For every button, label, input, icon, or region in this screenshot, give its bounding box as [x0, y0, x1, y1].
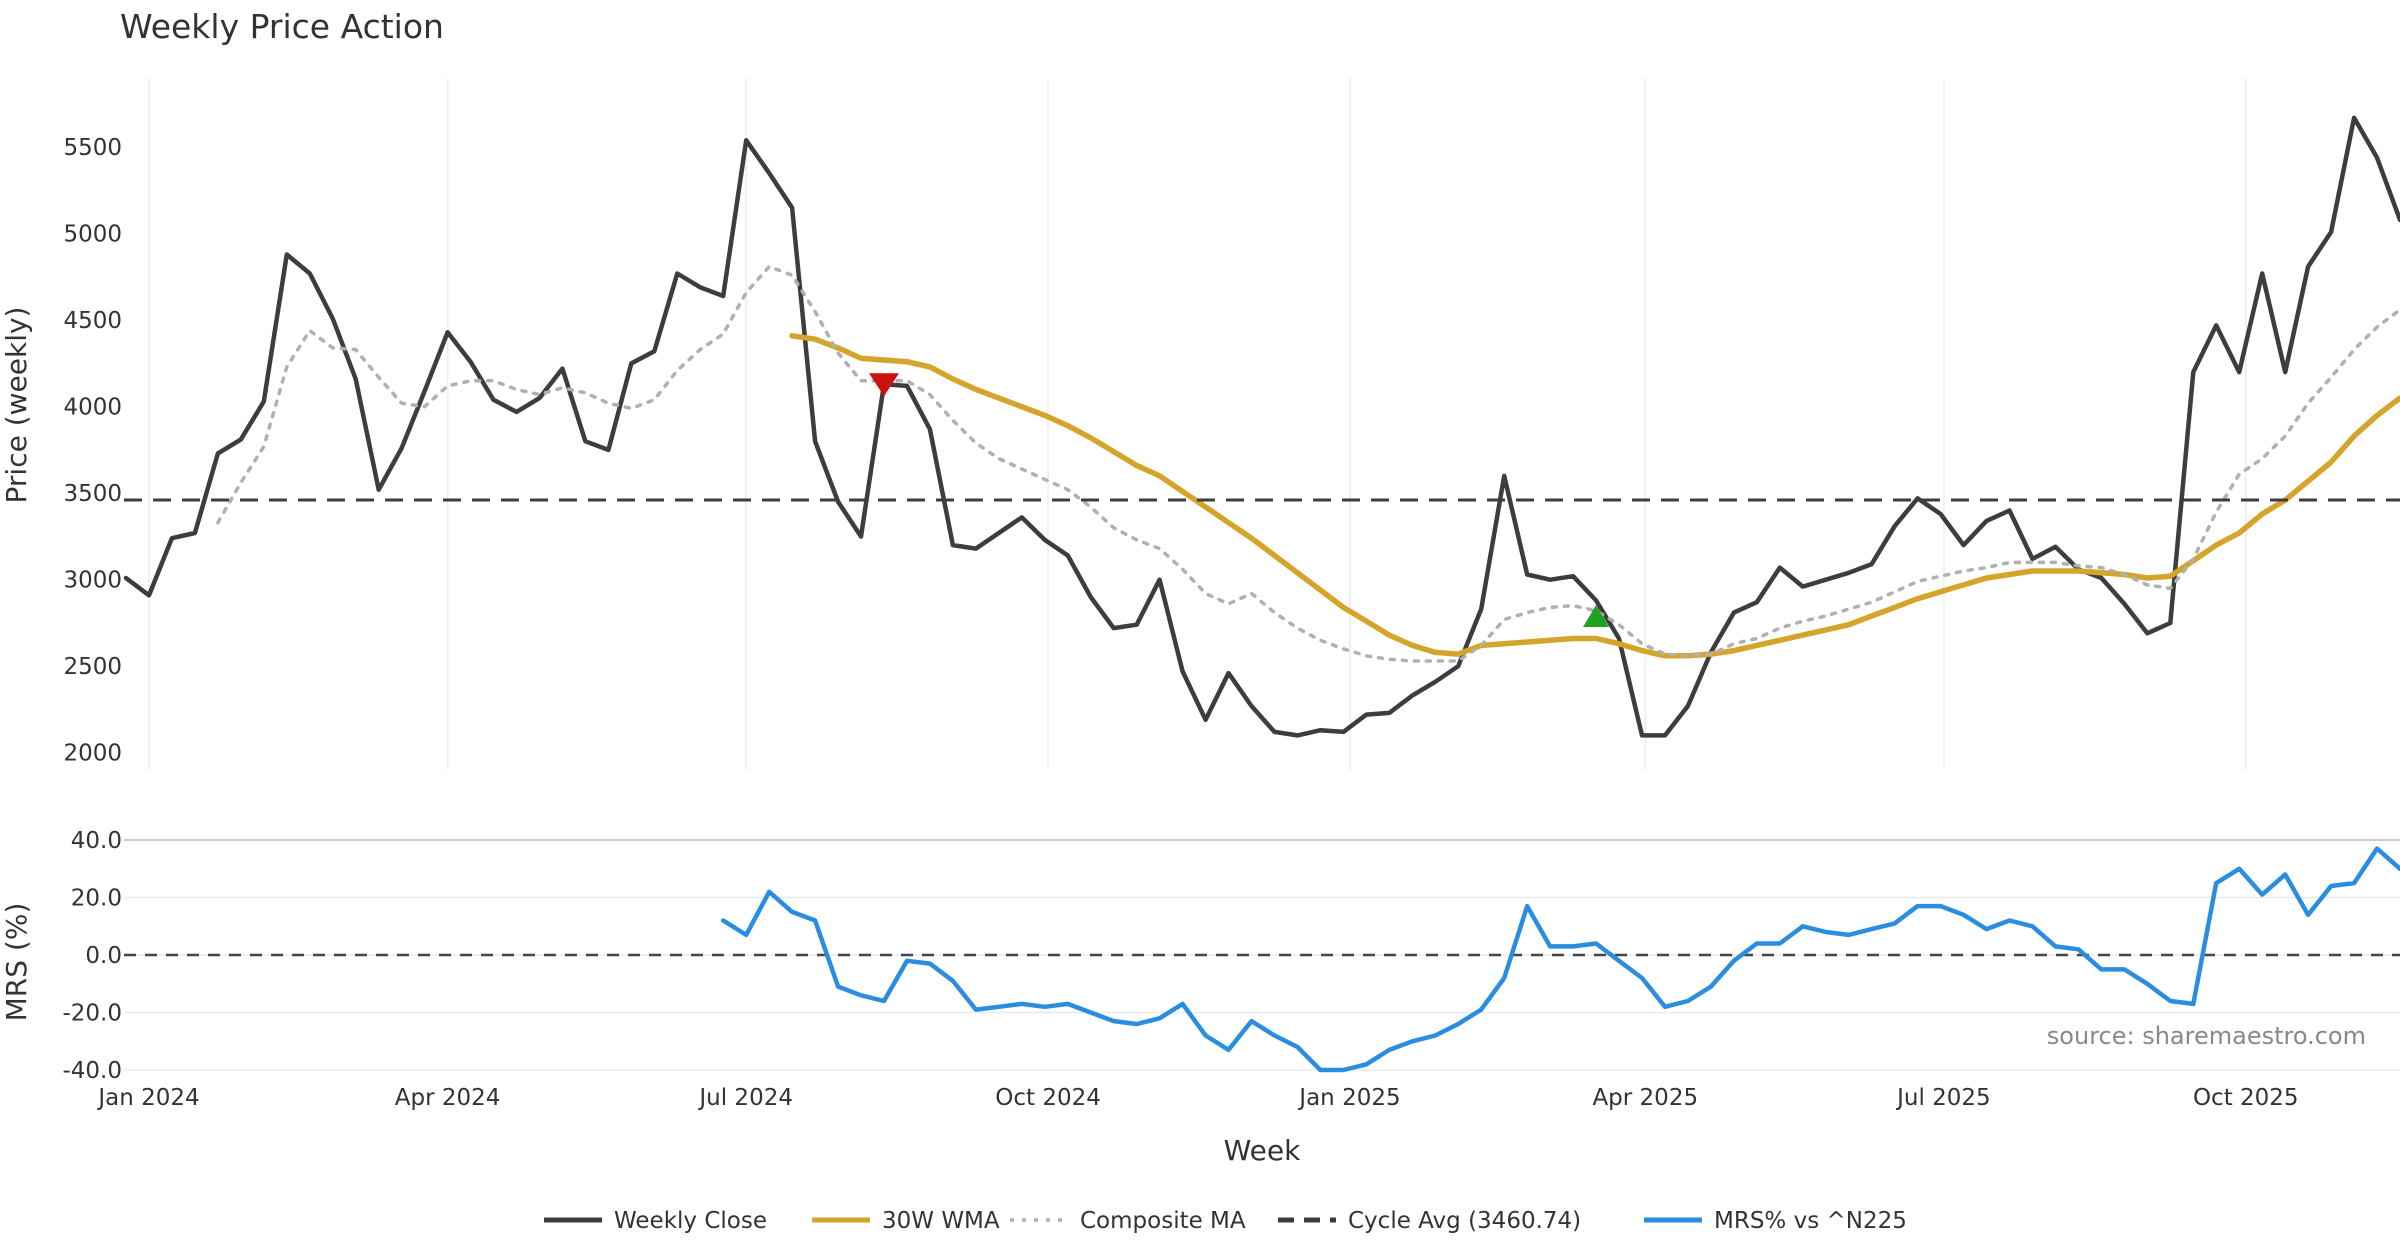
series-mrs-line: [720, 846, 2400, 1073]
x-tick-label: Oct 2024: [995, 1085, 1101, 1111]
x-tick-label: Jul 2025: [1895, 1085, 1991, 1111]
mrs-y-tick-label: -20.0: [62, 1001, 122, 1027]
price-y-tick-label: 3000: [63, 568, 122, 594]
price-y-tick-label: 4000: [63, 395, 122, 421]
source-note: source: sharemaestro.com: [2047, 1022, 2366, 1050]
mrs-grid: [124, 839, 2400, 1071]
price-y-tick-label: 4500: [63, 308, 122, 334]
price-y-tick-label: 5000: [63, 222, 122, 248]
price-y-tick-label: 3500: [63, 481, 122, 507]
x-tick-label: Apr 2024: [395, 1085, 501, 1111]
legend-label: 30W WMA: [882, 1208, 1000, 1234]
price-annotations: [869, 373, 1610, 628]
sell-marker: [869, 373, 899, 397]
mrs-y-tick-label: 20.0: [71, 886, 122, 912]
legend-label: Cycle Avg (3460.74): [1348, 1208, 1581, 1234]
x-tick-label: Jan 2024: [96, 1085, 199, 1111]
series-30w-wma-line: [789, 333, 2400, 659]
series-weekly-close-line: [123, 115, 2400, 738]
price-y-tick-label: 2500: [63, 654, 122, 680]
legend-label: MRS% vs ^N225: [1714, 1208, 1907, 1234]
price-y-tick-label: 5500: [63, 135, 122, 161]
x-tick-label: Jan 2025: [1297, 1085, 1400, 1111]
legend-item: Weekly Close: [544, 1208, 767, 1234]
price-y-tick-label: 2000: [63, 741, 122, 767]
mrs-series: [720, 846, 2400, 1073]
price-grid: [147, 78, 2247, 770]
legend-item: Cycle Avg (3460.74): [1278, 1208, 1581, 1234]
chart-title: Weekly Price Action: [120, 7, 444, 46]
price-y-ticks: 2000 2500 3000 3500 4000 4500 5000 5500: [63, 135, 122, 767]
legend-label: Composite MA: [1080, 1208, 1246, 1234]
price-panel: 2000 2500 3000 3500 4000 4500 5000 5500 Price (…: [0, 78, 2400, 770]
mrs-axis-title: MRS (%): [0, 903, 33, 1022]
x-tick-label: Oct 2025: [2193, 1085, 2299, 1111]
price-axis-title: Price (weekly): [0, 307, 33, 504]
legend: Weekly Close 30W WMA Composite MA Cycle Avg…: [544, 1208, 1907, 1234]
mrs-y-ticks: -40.0 -20.0 0.0 20.0 40.0: [62, 828, 122, 1084]
series-composite-ma-line: [216, 264, 2400, 663]
price-series: [123, 115, 2400, 738]
legend-label: Weekly Close: [614, 1208, 767, 1234]
mrs-panel: -40.0 -20.0 0.0 20.0 40.0 MRS (%) source: sh…: [0, 828, 2400, 1084]
legend-item: MRS% vs ^N225: [1644, 1208, 1907, 1234]
buy-marker: [1583, 605, 1610, 628]
x-tick-label: Apr 2025: [1592, 1085, 1698, 1111]
mrs-y-tick-label: -40.0: [62, 1058, 122, 1084]
legend-item: Composite MA: [1010, 1208, 1246, 1234]
x-axis-ticks: Jan 2024 Apr 2024 Jul 2024 Oct 2024 Jan 2025…: [96, 1085, 2298, 1111]
x-tick-label: Jul 2024: [697, 1085, 793, 1111]
mrs-y-tick-label: 40.0: [71, 828, 122, 854]
mrs-y-tick-label: 0.0: [85, 943, 122, 969]
legend-item: 30W WMA: [812, 1208, 1000, 1234]
x-axis-title: Week: [1224, 1134, 1301, 1167]
